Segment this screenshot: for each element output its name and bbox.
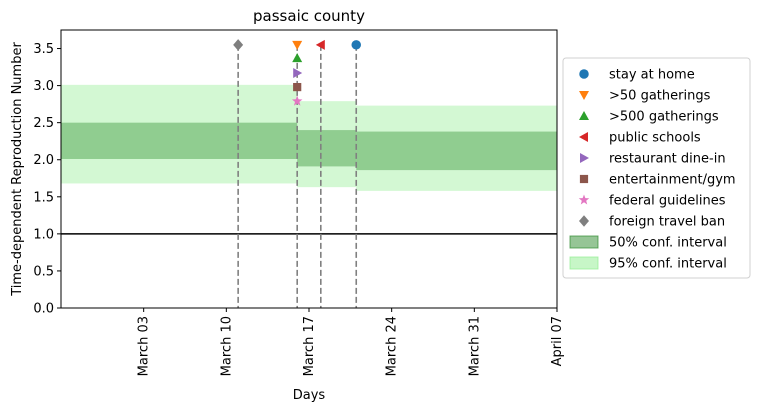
x-tick-label: March 03: [137, 316, 152, 376]
event-marker: [293, 82, 302, 92]
legend-label: >500 gatherings: [609, 110, 719, 125]
x-tick-label: March 31: [467, 316, 482, 376]
band-ci50-segment: [356, 131, 557, 171]
y-tick-label: 2.0: [33, 153, 54, 168]
legend-label: entertainment/gym: [609, 173, 736, 188]
legend: stay at home >50 gatherings >500 gathering…: [562, 57, 751, 279]
event-marker: [292, 53, 303, 63]
y-axis-label: Time-dependent Reproduction Number: [10, 42, 25, 297]
band-ci95-segment: [61, 84, 298, 184]
band-ci95-segment: [297, 101, 357, 188]
event-lines: [237, 44, 358, 308]
band-ci50-segment: [297, 130, 357, 167]
legend-label: 95% conf. interval: [609, 257, 727, 272]
legend-label: federal guidelines: [609, 194, 726, 209]
event-marker: [292, 40, 303, 50]
x-tick-label: March 24: [385, 316, 400, 376]
legend-marker: [579, 132, 588, 142]
y-tick-label: 2.5: [33, 116, 54, 131]
legend-marker: [579, 174, 589, 184]
y-tick-label: 0.5: [33, 264, 54, 279]
legend-marker: [579, 111, 589, 120]
y-tick-label: 1.0: [33, 227, 54, 242]
event-marker: [293, 67, 303, 78]
legend-label: stay at home: [609, 68, 695, 83]
y-tick-label: 3.0: [33, 79, 54, 94]
band-ci95-segment: [356, 105, 557, 191]
legend-marker: [578, 194, 590, 205]
chart-title: passaic county: [253, 7, 365, 25]
legend-label: public schools: [609, 131, 701, 146]
legend-marker: [580, 153, 589, 163]
x-tick-label: April 07: [550, 316, 565, 366]
event-marker: [351, 40, 361, 50]
x-tick-label: March 10: [219, 316, 234, 376]
y-axis: 0.0 0.5 1.0 1.5 2.0 2.5 3.0 3.5: [33, 42, 61, 317]
y-tick-label: 0.0: [33, 302, 54, 317]
event-markers: [233, 39, 361, 106]
band-ci50-segment: [61, 122, 298, 159]
event-marker: [315, 39, 325, 50]
x-axis: March 03 March 10 March 17 March 24 March 31…: [137, 308, 565, 376]
confidence-bands: [61, 84, 557, 191]
legend-marker: [579, 215, 589, 227]
legend-marker: [579, 91, 589, 100]
legend-label: 50% conf. interval: [609, 236, 727, 251]
legend-patch: [569, 256, 599, 270]
legend-label: >50 gatherings: [609, 89, 711, 104]
x-tick-label: March 17: [302, 316, 317, 376]
legend-frame: [562, 57, 751, 279]
y-tick-label: 1.5: [33, 190, 54, 205]
y-tick-label: 3.5: [33, 42, 54, 57]
legend-patch: [569, 235, 599, 249]
legend-marker: [579, 69, 589, 79]
x-axis-label: Days: [293, 388, 326, 403]
legend-label: foreign travel ban: [609, 215, 725, 230]
event-marker: [233, 39, 244, 51]
event-marker: [291, 95, 303, 106]
legend-label: restaurant dine-in: [609, 152, 726, 167]
